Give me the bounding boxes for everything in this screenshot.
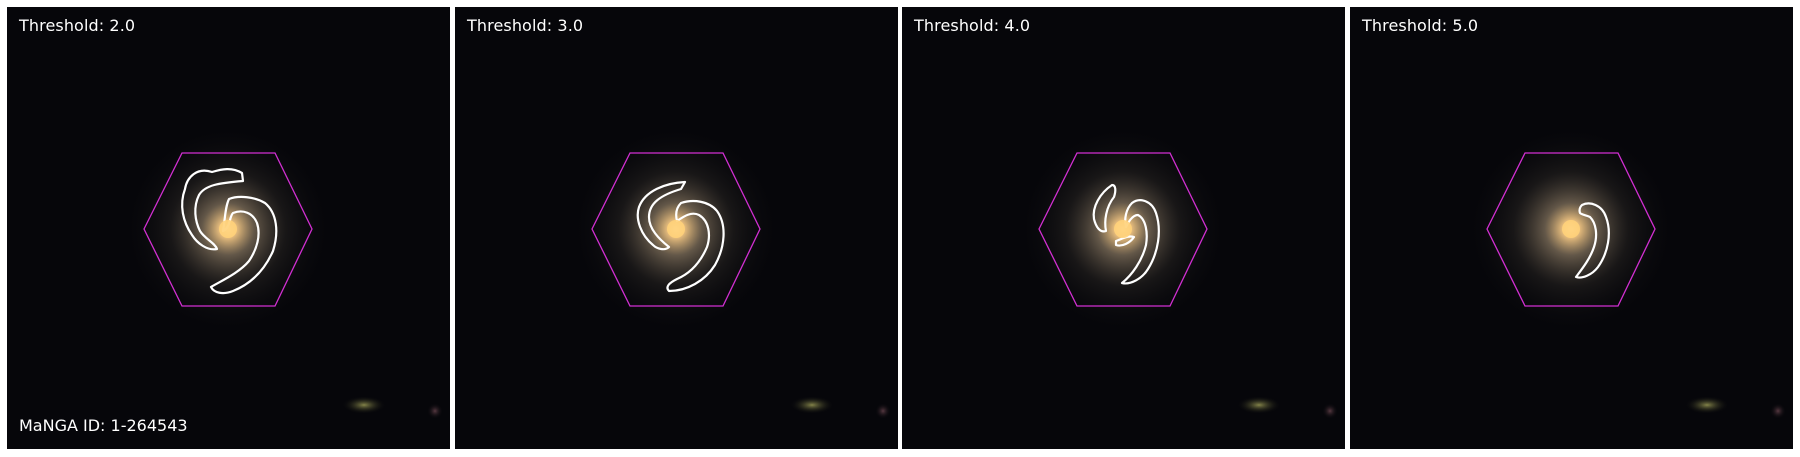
panel-threshold-4: Threshold: 4.0 — [902, 7, 1345, 449]
background-galaxy — [1237, 396, 1281, 414]
spiral-arm-contour — [1114, 235, 1136, 247]
galaxy-core — [219, 220, 237, 238]
ifu-hexagon — [591, 152, 761, 307]
spiral-arm-contour — [666, 200, 725, 293]
panel-threshold-5: Threshold: 5.0 — [1350, 7, 1793, 449]
panel-title: Threshold: 3.0 — [467, 16, 584, 35]
ifu-hexagon — [143, 152, 313, 307]
galaxy-image — [7, 7, 450, 449]
spiral-arm-contour — [181, 168, 245, 251]
ifu-hexagon — [1486, 152, 1656, 307]
background-galaxy — [1685, 396, 1729, 414]
galaxy-core — [1562, 220, 1580, 238]
background-star — [875, 403, 891, 419]
background-star — [427, 403, 443, 419]
galaxy-image — [902, 7, 1345, 449]
background-star — [1322, 403, 1338, 419]
panel-title: Threshold: 2.0 — [19, 16, 136, 35]
background-star — [1770, 403, 1786, 419]
ifu-hexagon — [1038, 152, 1208, 307]
manga-id-label: MaNGA ID: 1-264543 — [19, 416, 188, 435]
panel-title: Threshold: 4.0 — [914, 16, 1031, 35]
panel-threshold-3: Threshold: 3.0 — [455, 7, 898, 449]
spiral-arm-contour — [1574, 202, 1610, 279]
galaxy-core — [1114, 220, 1132, 238]
spiral-arm-contour — [1092, 183, 1117, 233]
panel-threshold-2: Threshold: 2.0 MaNGA ID: 1-264543 — [7, 7, 450, 449]
galaxy-image — [1350, 7, 1793, 449]
galaxy-core — [667, 220, 685, 238]
background-galaxy — [342, 396, 386, 414]
galaxy-image — [455, 7, 898, 449]
spiral-arm-contour — [636, 180, 687, 251]
panel-title: Threshold: 5.0 — [1362, 16, 1479, 35]
background-galaxy — [790, 396, 834, 414]
